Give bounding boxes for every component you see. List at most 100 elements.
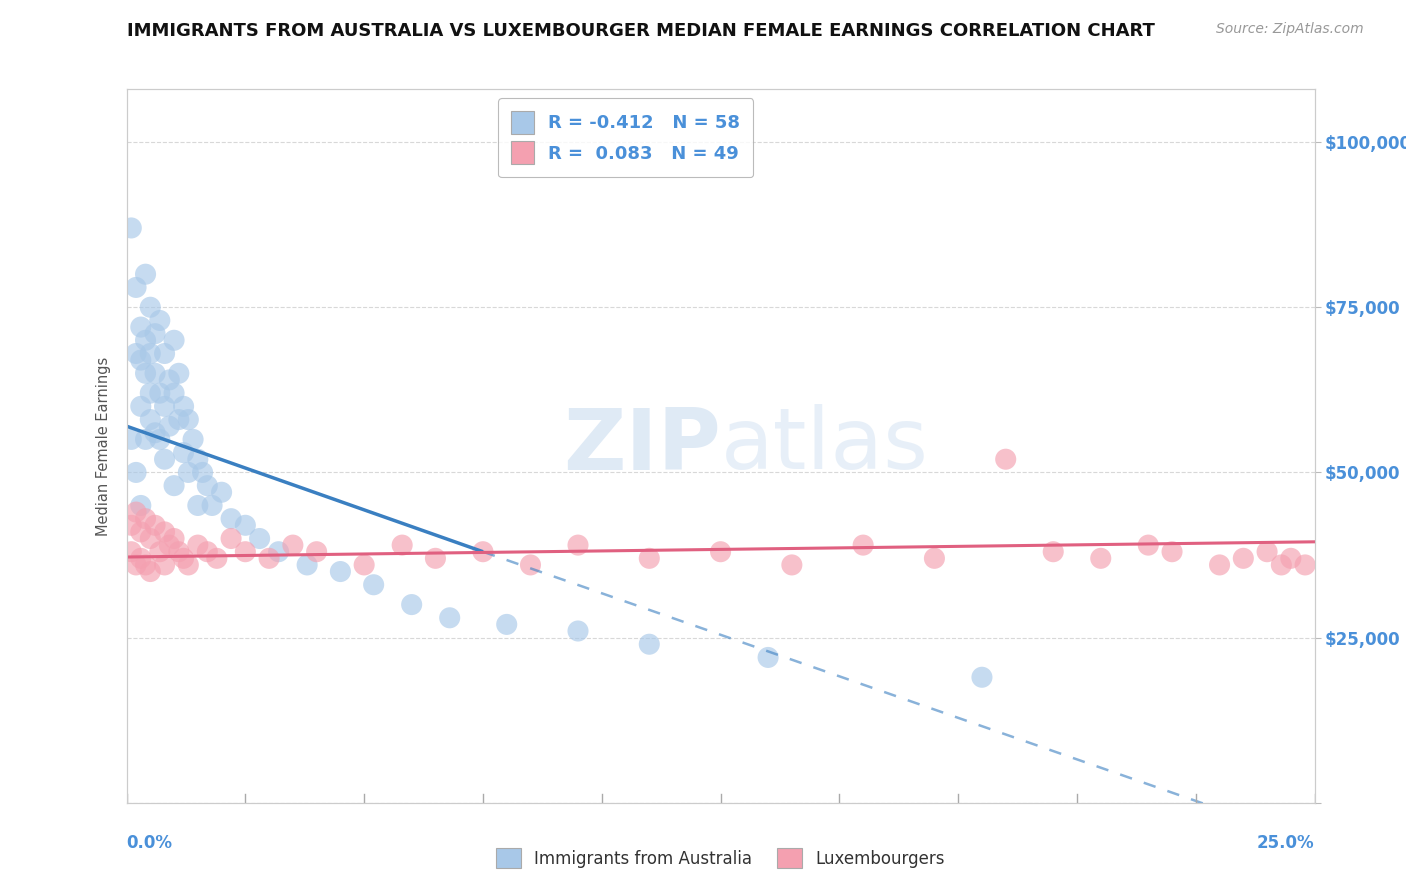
Point xyxy=(163,386,186,401)
Point xyxy=(187,452,209,467)
Point xyxy=(181,433,204,447)
Point xyxy=(1042,545,1064,559)
Point xyxy=(149,313,172,327)
Point xyxy=(177,412,200,426)
Point xyxy=(353,558,375,572)
Point xyxy=(135,333,157,347)
Point xyxy=(1090,551,1112,566)
Point xyxy=(994,452,1017,467)
Point xyxy=(173,551,195,566)
Point xyxy=(135,367,157,381)
Point xyxy=(143,425,166,440)
Point xyxy=(519,558,541,572)
Point xyxy=(211,485,233,500)
Point xyxy=(129,320,152,334)
Point xyxy=(173,400,195,414)
Point xyxy=(163,478,186,492)
Point xyxy=(167,545,190,559)
Point xyxy=(177,558,200,572)
Point xyxy=(149,545,172,559)
Point xyxy=(163,333,186,347)
Point xyxy=(153,524,176,539)
Point xyxy=(129,524,152,539)
Point xyxy=(852,538,875,552)
Point xyxy=(153,400,176,414)
Point xyxy=(153,558,176,572)
Point xyxy=(638,637,661,651)
Point xyxy=(139,565,162,579)
Point xyxy=(329,565,352,579)
Point xyxy=(1161,545,1184,559)
Point xyxy=(305,545,328,559)
Text: IMMIGRANTS FROM AUSTRALIA VS LUXEMBOURGER MEDIAN FEMALE EARNINGS CORRELATION CHA: IMMIGRANTS FROM AUSTRALIA VS LUXEMBOURGE… xyxy=(127,22,1154,40)
Point xyxy=(567,624,589,638)
Point xyxy=(167,367,190,381)
Point xyxy=(135,558,157,572)
Point xyxy=(139,412,162,426)
Point xyxy=(167,412,190,426)
Point xyxy=(195,478,218,492)
Point xyxy=(472,545,495,559)
Point xyxy=(1256,545,1278,559)
Point xyxy=(153,346,176,360)
Point xyxy=(135,267,157,281)
Point xyxy=(173,445,195,459)
Point xyxy=(149,433,172,447)
Point xyxy=(567,538,589,552)
Point xyxy=(219,511,242,525)
Text: atlas: atlas xyxy=(720,404,928,488)
Point xyxy=(439,611,461,625)
Point xyxy=(205,551,228,566)
Point xyxy=(149,386,172,401)
Legend: Immigrants from Australia, Luxembourgers: Immigrants from Australia, Luxembourgers xyxy=(488,839,953,877)
Text: 0.0%: 0.0% xyxy=(127,834,173,852)
Point xyxy=(153,452,176,467)
Point xyxy=(143,518,166,533)
Text: Source: ZipAtlas.com: Source: ZipAtlas.com xyxy=(1216,22,1364,37)
Point xyxy=(425,551,447,566)
Point xyxy=(267,545,290,559)
Point xyxy=(139,532,162,546)
Point xyxy=(125,346,148,360)
Point xyxy=(249,532,271,546)
Point xyxy=(709,545,731,559)
Point xyxy=(495,617,517,632)
Point xyxy=(120,545,142,559)
Point xyxy=(157,419,180,434)
Point xyxy=(135,511,157,525)
Point xyxy=(257,551,280,566)
Point xyxy=(363,578,385,592)
Point xyxy=(129,499,152,513)
Point xyxy=(924,551,946,566)
Point xyxy=(187,499,209,513)
Point xyxy=(125,505,148,519)
Point xyxy=(391,538,413,552)
Point xyxy=(139,300,162,314)
Point xyxy=(139,346,162,360)
Point xyxy=(201,499,224,513)
Point xyxy=(195,545,218,559)
Point xyxy=(1232,551,1254,566)
Text: ZIP: ZIP xyxy=(562,404,720,488)
Point xyxy=(135,433,157,447)
Point xyxy=(120,221,142,235)
Point xyxy=(125,280,148,294)
Point xyxy=(780,558,803,572)
Point xyxy=(233,518,256,533)
Point xyxy=(129,400,152,414)
Point xyxy=(970,670,993,684)
Point xyxy=(125,466,148,480)
Point xyxy=(1137,538,1160,552)
Point xyxy=(157,373,180,387)
Point xyxy=(177,466,200,480)
Point xyxy=(157,538,180,552)
Point xyxy=(295,558,318,572)
Point xyxy=(1279,551,1302,566)
Point xyxy=(1208,558,1230,572)
Point xyxy=(401,598,423,612)
Y-axis label: Median Female Earnings: Median Female Earnings xyxy=(96,357,111,535)
Point xyxy=(139,386,162,401)
Point xyxy=(129,551,152,566)
Text: 25.0%: 25.0% xyxy=(1257,834,1315,852)
Point xyxy=(187,538,209,552)
